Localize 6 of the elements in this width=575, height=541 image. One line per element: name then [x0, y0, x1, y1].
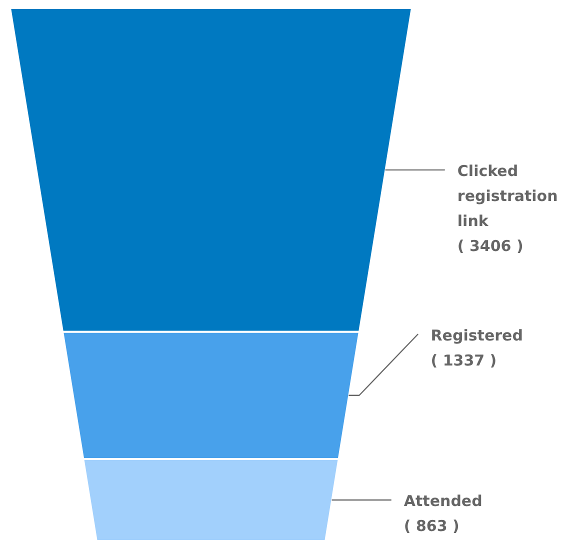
category-label: Registered	[430, 326, 523, 344]
data-label: ( 1337 )	[430, 351, 497, 370]
data-label: ( 3406 )	[457, 236, 524, 255]
category-label: Attended	[404, 492, 482, 510]
category-label: Clicked registration link	[457, 162, 558, 230]
data-label: ( 863 )	[404, 516, 460, 535]
